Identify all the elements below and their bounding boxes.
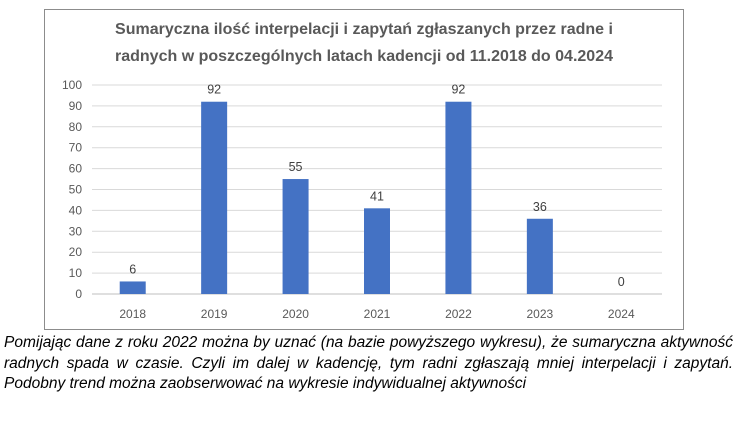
y-tick-label: 90	[69, 99, 83, 113]
chart-title: Sumaryczna ilość interpelacji i zapytań …	[44, 16, 684, 70]
data-label: 92	[207, 83, 221, 97]
y-tick-label: 60	[69, 162, 83, 176]
y-tick-label: 20	[69, 245, 83, 259]
bar	[364, 208, 390, 294]
y-tick-label: 70	[69, 141, 83, 155]
bar	[201, 101, 228, 294]
x-tick-label: 2024	[608, 307, 635, 321]
bar	[282, 179, 309, 294]
data-label: 36	[533, 200, 547, 214]
bar-chart: 0 10 20 30 40 50 60 70 80 90 100 6 2018 92 2019 55 2020 4…	[62, 78, 662, 321]
y-tick-label: 80	[69, 120, 83, 134]
y-tick-label: 40	[69, 203, 83, 217]
y-tick-label: 100	[62, 78, 82, 92]
bar	[119, 281, 146, 294]
bar	[445, 101, 472, 294]
x-tick-label: 2023	[527, 307, 554, 321]
chart-title-line-2: radnych w poszczególnych latach kadencji…	[115, 48, 613, 65]
y-tick-label: 30	[69, 224, 83, 238]
x-tick-label: 2019	[201, 307, 228, 321]
x-tick-label: 2018	[119, 307, 146, 321]
y-tick-label: 0	[75, 287, 82, 301]
data-label: 6	[129, 262, 136, 276]
data-label: 55	[289, 160, 303, 174]
x-tick-label: 2020	[282, 307, 309, 321]
bar	[526, 218, 553, 294]
chart-title-line-1: Sumaryczna ilość interpelacji i zapytań …	[115, 21, 613, 38]
x-tick-label: 2021	[364, 307, 391, 321]
caption-text: Pomijając dane z roku 2022 można by uzna…	[4, 334, 733, 392]
x-tick-label: 2022	[445, 307, 472, 321]
y-tick-label: 50	[69, 183, 83, 197]
y-tick-label: 10	[69, 266, 83, 280]
data-label: 41	[370, 189, 384, 203]
data-label: 92	[451, 83, 465, 97]
data-label: 0	[618, 275, 625, 289]
